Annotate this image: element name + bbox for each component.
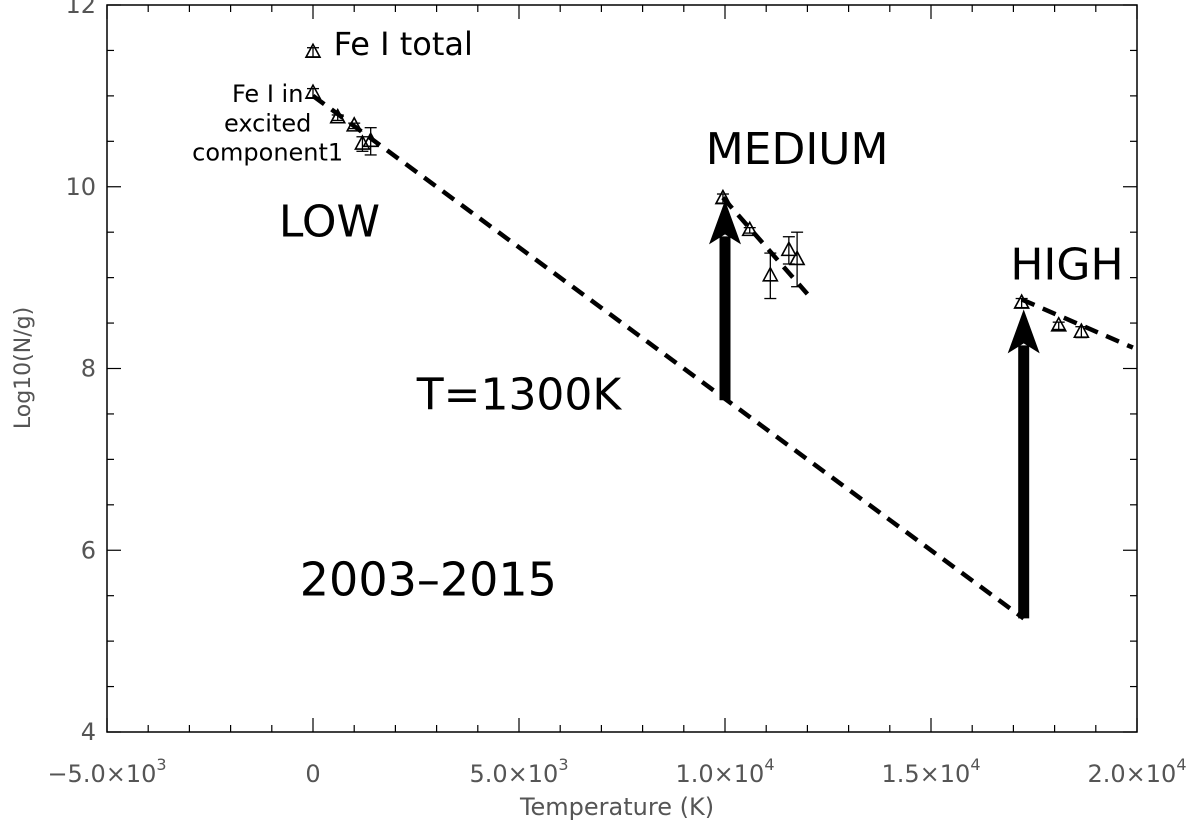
data-point: [304, 42, 322, 59]
data-point: [304, 83, 322, 99]
data-point: [788, 249, 806, 266]
x-axis: −5.0×103 0 5.0×103 1.0×104 1.5×104 2.0×104: [47, 755, 1186, 788]
annotation: MEDIUM: [706, 124, 889, 175]
data-point: [345, 116, 363, 132]
annotation: component1: [192, 138, 343, 166]
x-tick-label: 5.0×103: [469, 755, 568, 788]
y-tick-label: 8: [81, 355, 96, 383]
x-axis-label: Temperature (K): [519, 793, 714, 821]
fit-line-medium: [721, 196, 810, 296]
data-point: [1050, 316, 1068, 332]
data-point: [741, 220, 759, 237]
x-tick-label: 2.0×104: [1087, 755, 1186, 788]
y-axis: 4 6 8 10 12: [65, 0, 96, 746]
annotation: Fe I in: [232, 80, 303, 108]
fit-lines: [311, 94, 1134, 621]
x-tick-label: 1.5×104: [881, 755, 980, 788]
data-point: [761, 266, 779, 282]
annotation: LOW: [279, 197, 380, 248]
y-tick-label: 12: [65, 0, 96, 19]
x-tick-label: 0: [305, 760, 320, 788]
annotation: 2003–2015: [300, 553, 557, 607]
annotation: HIGH: [1010, 239, 1123, 290]
arrows: [709, 200, 1040, 619]
annotation: excited: [224, 109, 311, 137]
data-point: [1013, 293, 1030, 309]
arrow-head: [709, 200, 741, 245]
annotation: Fe I total: [334, 25, 473, 63]
y-tick-label: 4: [81, 718, 96, 746]
data-point: [1073, 322, 1090, 338]
annotation: T=1300K: [416, 369, 623, 420]
data-point: [780, 240, 798, 257]
minor-ticks: [106, 4, 1138, 733]
plot-frame: [106, 4, 1138, 733]
data-point: [362, 131, 380, 148]
fit-line-high: [1020, 297, 1134, 350]
x-tick-label: 1.0×104: [675, 755, 774, 788]
y-tick-label: 6: [81, 536, 96, 564]
x-tick-label: −5.0×103: [47, 755, 166, 788]
fit-line-T=1300K: [311, 94, 1026, 621]
data-points: [304, 42, 1090, 339]
y-axis-label: Log10(N/g): [11, 307, 36, 429]
data-point: [329, 107, 347, 124]
data-point: [714, 188, 732, 205]
y-tick-label: 10: [65, 173, 96, 201]
arrow-head: [1007, 309, 1040, 354]
